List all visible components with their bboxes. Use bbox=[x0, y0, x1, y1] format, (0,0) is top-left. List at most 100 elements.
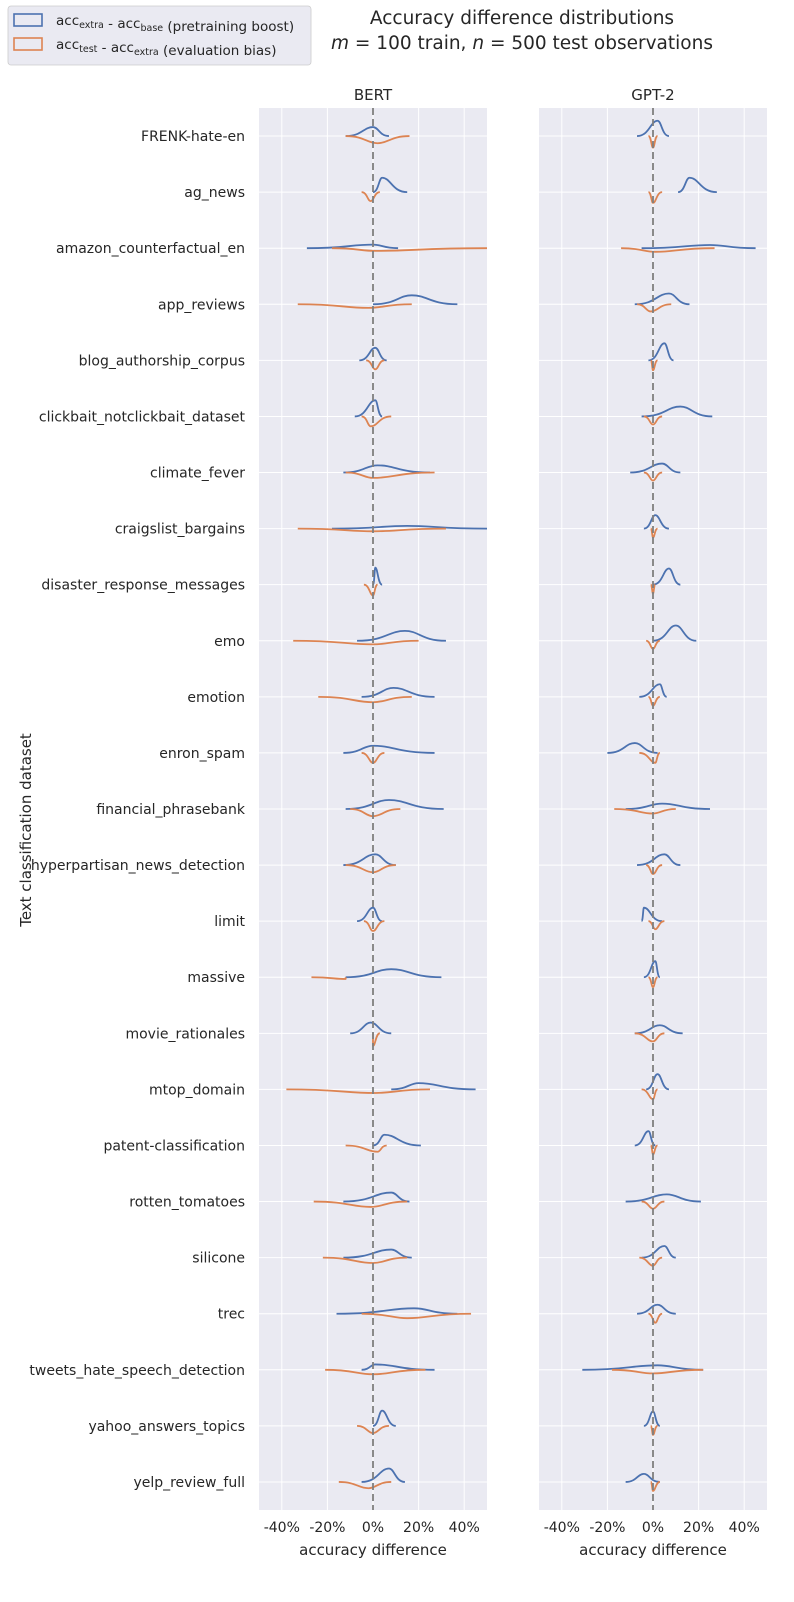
violin-bias-app_reviews bbox=[297, 303, 412, 309]
violin-bias-yelp_review_full bbox=[338, 1481, 392, 1490]
violin-bias-app_reviews bbox=[636, 303, 672, 313]
x-tick-label: -20% bbox=[589, 1520, 625, 1536]
violin-boost-tweets_hate_speech_detection bbox=[361, 1363, 435, 1371]
legend-swatch-bias bbox=[13, 37, 43, 51]
y-tick-label: hyperpartisan_news_detection bbox=[31, 858, 245, 874]
y-tick-label: tweets_hate_speech_detection bbox=[29, 1363, 245, 1379]
violin-boost-trec bbox=[636, 1303, 676, 1315]
violin-bias-patent-classification bbox=[345, 1144, 387, 1153]
violin-boost-movie_rationales bbox=[634, 1024, 683, 1035]
y-tick-label: craigslist_bargains bbox=[115, 522, 245, 538]
legend-swatch-boost bbox=[13, 13, 43, 27]
violin-boost-app_reviews bbox=[634, 292, 690, 306]
violin-boost-massive bbox=[345, 968, 442, 979]
y-tick-label: climate_fever bbox=[150, 466, 245, 482]
legend: accextra - accbase (pretraining boost)ac… bbox=[7, 5, 312, 66]
x-tick-label: -40% bbox=[264, 1520, 300, 1536]
violin-boost-emo bbox=[652, 624, 697, 642]
chart-subtitle: m = 100 train, n = 500 test observations bbox=[331, 33, 713, 54]
violin-bias-amazon_counterfactual_en bbox=[621, 247, 715, 253]
legend-label-bias: acctest - accextra (evaluation bias) bbox=[56, 37, 276, 59]
violin-boost-amazon_counterfactual_en bbox=[641, 244, 756, 250]
violin-bias-massive bbox=[648, 976, 658, 989]
violin-boost-blog_authorship_corpus bbox=[648, 342, 674, 362]
y-tick-label: financial_phrasebank bbox=[96, 802, 246, 818]
violin-bias-enron_spam bbox=[639, 752, 661, 764]
y-tick-label: disaster_response_messages bbox=[41, 578, 245, 594]
panel-bert: BERT -40% -20% 0% 20% 40%accuracy difference bbox=[259, 86, 488, 1559]
violin-boost-trec bbox=[336, 1307, 458, 1315]
legend-label-boost: accextra - accbase (pretraining boost) bbox=[56, 13, 294, 35]
violin-bias-movie_rationales bbox=[634, 1032, 665, 1043]
violin-boost-massive bbox=[643, 960, 661, 979]
y-tick-label: ag_news bbox=[184, 185, 245, 201]
violin-boost-emotion bbox=[361, 686, 435, 698]
y-tick-label: movie_rationales bbox=[125, 1026, 245, 1042]
violin-boost-financial_phrasebank bbox=[345, 799, 444, 810]
violin-bias-limit bbox=[363, 920, 385, 932]
violin-boost-FRENK-hate-en bbox=[636, 119, 670, 137]
violin-bias-clickbait_notclickbait_dataset bbox=[643, 415, 663, 426]
violin-boost-emo bbox=[357, 629, 446, 642]
panel-gpt-2: GPT-2 -40% -20% 0% 20% 40%accuracy difference bbox=[539, 86, 767, 1559]
x-tick-label: 40% bbox=[729, 1520, 760, 1536]
y-tick-label: limit bbox=[214, 914, 245, 930]
y-tick-label: mtop_domain bbox=[149, 1082, 245, 1098]
y-tick-label: trec bbox=[218, 1307, 245, 1323]
violin-boost-ag_news bbox=[677, 176, 717, 194]
violin-bias-climate_fever bbox=[643, 471, 663, 482]
violin-boost-emotion bbox=[639, 683, 667, 698]
violin-bias-trec bbox=[361, 1312, 472, 1320]
violin-boost-disaster_response_messages bbox=[372, 566, 383, 586]
violin-bias-blog_authorship_corpus bbox=[365, 359, 385, 371]
y-tick-label: amazon_counterfactual_en bbox=[56, 241, 245, 257]
violin-boost-climate_fever bbox=[630, 462, 681, 474]
violin-boost-app_reviews bbox=[372, 294, 458, 306]
y-axis-label: Text classification dataset bbox=[17, 733, 35, 928]
x-tick-label: 20% bbox=[403, 1520, 434, 1536]
violin-bias-hyperpartisan_news_detection bbox=[645, 864, 663, 875]
violin-boost-silicone bbox=[343, 1248, 412, 1259]
violin-bias-emo bbox=[293, 639, 419, 646]
y-tick-label: emo bbox=[214, 634, 245, 650]
violin-bias-yelp_review_full bbox=[649, 1481, 661, 1492]
y-tick-label: yahoo_answers_topics bbox=[88, 1419, 245, 1435]
chart-title: Accuracy difference distributions bbox=[370, 8, 674, 29]
violin-bias-massive bbox=[311, 976, 347, 980]
x-tick-label: 0% bbox=[642, 1520, 664, 1536]
y-tick-label: rotten_tomatoes bbox=[129, 1195, 245, 1211]
violin-boost-movie_rationales bbox=[350, 1021, 392, 1035]
legend-frame bbox=[7, 5, 312, 66]
y-tick-label: patent-classification bbox=[103, 1138, 245, 1154]
y-tick-label: FRENK-hate-en bbox=[141, 129, 245, 145]
violin-boost-patent-classification bbox=[372, 1133, 421, 1147]
violin-bias-limit bbox=[648, 920, 665, 931]
violin-bias-rotten_tomatoes bbox=[313, 1200, 408, 1208]
y-tick-label: yelp_review_full bbox=[133, 1475, 245, 1491]
violin-boost-rotten_tomatoes bbox=[625, 1193, 701, 1203]
violin-boost-tweets_hate_speech_detection bbox=[582, 1364, 704, 1371]
violin-boost-FRENK-hate-en bbox=[345, 126, 390, 137]
x-axis-label: accuracy difference bbox=[299, 1541, 447, 1559]
violin-boost-hyperpartisan_news_detection bbox=[343, 853, 396, 866]
violin-boost-mtop_domain bbox=[391, 1082, 476, 1091]
x-tick-label: 20% bbox=[683, 1520, 714, 1536]
violin-bias-FRENK-hate-en bbox=[345, 135, 410, 145]
x-tick-label: -40% bbox=[544, 1520, 580, 1536]
violin-boost-yelp_review_full bbox=[361, 1467, 406, 1483]
violin-boost-clickbait_notclickbait_dataset bbox=[641, 405, 713, 418]
violin-boost-hyperpartisan_news_detection bbox=[637, 853, 681, 866]
violin-boost-clickbait_notclickbait_dataset bbox=[354, 399, 383, 418]
violin-boost-enron_spam bbox=[607, 742, 658, 754]
violin-boost-mtop_domain bbox=[645, 1073, 670, 1091]
violin-boost-climate_fever bbox=[343, 464, 431, 474]
y-tick-label: silicone bbox=[192, 1251, 245, 1267]
y-tick-labels: FRENK-hate-en ag_news amazon_counterfactua… bbox=[29, 129, 245, 1491]
violin-boost-limit bbox=[640, 906, 663, 923]
violin-boost-yahoo_answers_topics bbox=[372, 1409, 396, 1427]
violin-bias-ag_news bbox=[361, 191, 381, 202]
y-tick-label: blog_authorship_corpus bbox=[79, 353, 245, 369]
x-tick-label: -20% bbox=[309, 1520, 345, 1536]
violin-boost-yelp_review_full bbox=[625, 1472, 660, 1483]
